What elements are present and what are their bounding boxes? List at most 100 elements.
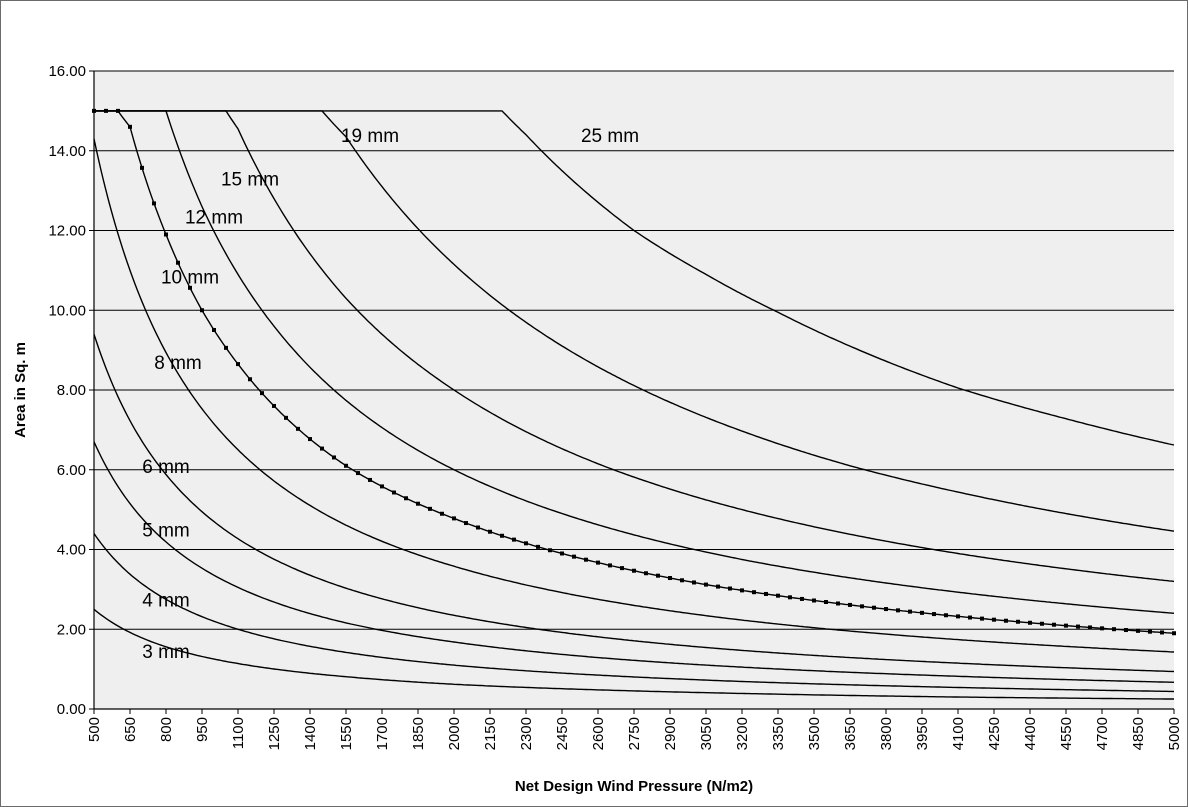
data-point bbox=[584, 557, 588, 562]
y-tick-labels: 0.00 2.00 4.00 6.00 8.00 10.00 12.00 14.00 16.00 bbox=[48, 63, 86, 718]
data-point bbox=[572, 554, 576, 559]
data-point bbox=[896, 608, 900, 613]
y-tick-label: 8.00 bbox=[57, 382, 86, 399]
data-point bbox=[1148, 629, 1152, 634]
data-point bbox=[416, 501, 420, 506]
data-point bbox=[968, 615, 972, 620]
curve-label: 3 mm bbox=[142, 642, 190, 663]
curve-label: 15 mm bbox=[221, 170, 279, 191]
data-point bbox=[788, 595, 792, 600]
data-point bbox=[308, 437, 312, 442]
data-point bbox=[476, 525, 480, 530]
data-point bbox=[632, 568, 636, 573]
data-point bbox=[236, 362, 240, 367]
data-point bbox=[800, 596, 804, 601]
data-point bbox=[860, 604, 864, 609]
curve-12-mm bbox=[94, 110, 1175, 614]
data-point bbox=[740, 588, 744, 593]
data-point bbox=[320, 446, 324, 451]
x-tick-label: 1400 bbox=[302, 717, 319, 750]
data-point bbox=[716, 584, 720, 589]
x-tick-label: 4250 bbox=[986, 717, 1003, 750]
curve-label: 8 mm bbox=[154, 353, 202, 374]
x-axis-title: Net Design Wind Pressure (N/m2) bbox=[515, 778, 753, 795]
x-tick-label: 1100 bbox=[230, 717, 247, 749]
data-point bbox=[212, 327, 216, 332]
data-point bbox=[488, 529, 492, 534]
x-tick-label: 2600 bbox=[590, 717, 607, 750]
data-point bbox=[512, 537, 516, 542]
data-point bbox=[764, 591, 768, 596]
data-point bbox=[1100, 626, 1104, 631]
data-point bbox=[248, 377, 252, 382]
data-point bbox=[452, 516, 456, 521]
data-point bbox=[152, 201, 156, 206]
data-point bbox=[164, 232, 168, 237]
curve-label: 6 mm bbox=[142, 457, 190, 478]
x-tick-label: 3650 bbox=[842, 717, 859, 750]
data-point bbox=[644, 571, 648, 576]
data-point bbox=[992, 617, 996, 622]
curve-4-mm bbox=[93, 533, 1175, 693]
curve-15-mm bbox=[94, 110, 1175, 583]
data-point bbox=[824, 600, 828, 605]
x-tick-label: 2150 bbox=[482, 717, 499, 750]
data-markers bbox=[92, 108, 1176, 636]
curve-5-mm bbox=[93, 441, 1175, 683]
data-point bbox=[380, 484, 384, 489]
data-point bbox=[344, 463, 348, 468]
data-point bbox=[836, 601, 840, 606]
data-point bbox=[260, 391, 264, 396]
y-axis-title: Area in Sq. m bbox=[12, 342, 29, 438]
x-tick-labels: 500 650 800 950 1100 1250 1400 1550 1700 1850 2000… bbox=[86, 717, 1183, 750]
data-point bbox=[596, 560, 600, 565]
data-point bbox=[1040, 621, 1044, 626]
data-point bbox=[296, 426, 300, 431]
y-tick-label: 6.00 bbox=[57, 462, 86, 479]
data-point bbox=[200, 308, 204, 313]
data-point bbox=[728, 586, 732, 591]
data-point bbox=[776, 593, 780, 598]
data-point bbox=[392, 490, 396, 495]
curve-8-mm bbox=[93, 138, 1175, 653]
x-tick-label: 2750 bbox=[626, 717, 643, 750]
data-point bbox=[1112, 627, 1116, 632]
data-point bbox=[1124, 628, 1128, 633]
data-point bbox=[188, 285, 192, 290]
data-point bbox=[1076, 624, 1080, 629]
x-tick-label: 950 bbox=[194, 717, 211, 742]
data-point bbox=[692, 580, 696, 585]
y-tick-label: 2.00 bbox=[57, 621, 86, 638]
data-point bbox=[884, 607, 888, 612]
data-point bbox=[284, 415, 288, 420]
data-point bbox=[812, 598, 816, 603]
data-point bbox=[668, 576, 672, 581]
data-point bbox=[1004, 618, 1008, 623]
x-tick-label: 2000 bbox=[446, 717, 463, 750]
data-point bbox=[1136, 628, 1140, 633]
data-point bbox=[368, 477, 372, 482]
x-tick-label: 4850 bbox=[1130, 717, 1147, 750]
data-point bbox=[128, 124, 132, 129]
x-tick-label: 3200 bbox=[734, 717, 751, 750]
data-point bbox=[356, 471, 360, 476]
x-tick-label: 800 bbox=[158, 717, 175, 742]
x-tick-label: 4700 bbox=[1094, 717, 1111, 750]
y-tick-label: 0.00 bbox=[57, 701, 86, 718]
x-tick-label: 3050 bbox=[698, 717, 715, 750]
x-tick-label: 5000 bbox=[1166, 717, 1183, 750]
x-tick-label: 650 bbox=[122, 717, 139, 742]
curve-label: 19 mm bbox=[341, 126, 399, 147]
x-tick-label: 2900 bbox=[662, 717, 679, 750]
x-tick-label: 4400 bbox=[1022, 717, 1039, 750]
data-point bbox=[656, 573, 660, 578]
curve-6-mm bbox=[93, 333, 1175, 673]
y-tick-label: 14.00 bbox=[48, 143, 86, 160]
x-tick-label: 3800 bbox=[878, 717, 895, 750]
data-point bbox=[104, 108, 108, 113]
data-point bbox=[944, 613, 948, 618]
data-point bbox=[224, 345, 228, 350]
curve-label: 4 mm bbox=[142, 590, 190, 611]
data-point bbox=[140, 165, 144, 170]
